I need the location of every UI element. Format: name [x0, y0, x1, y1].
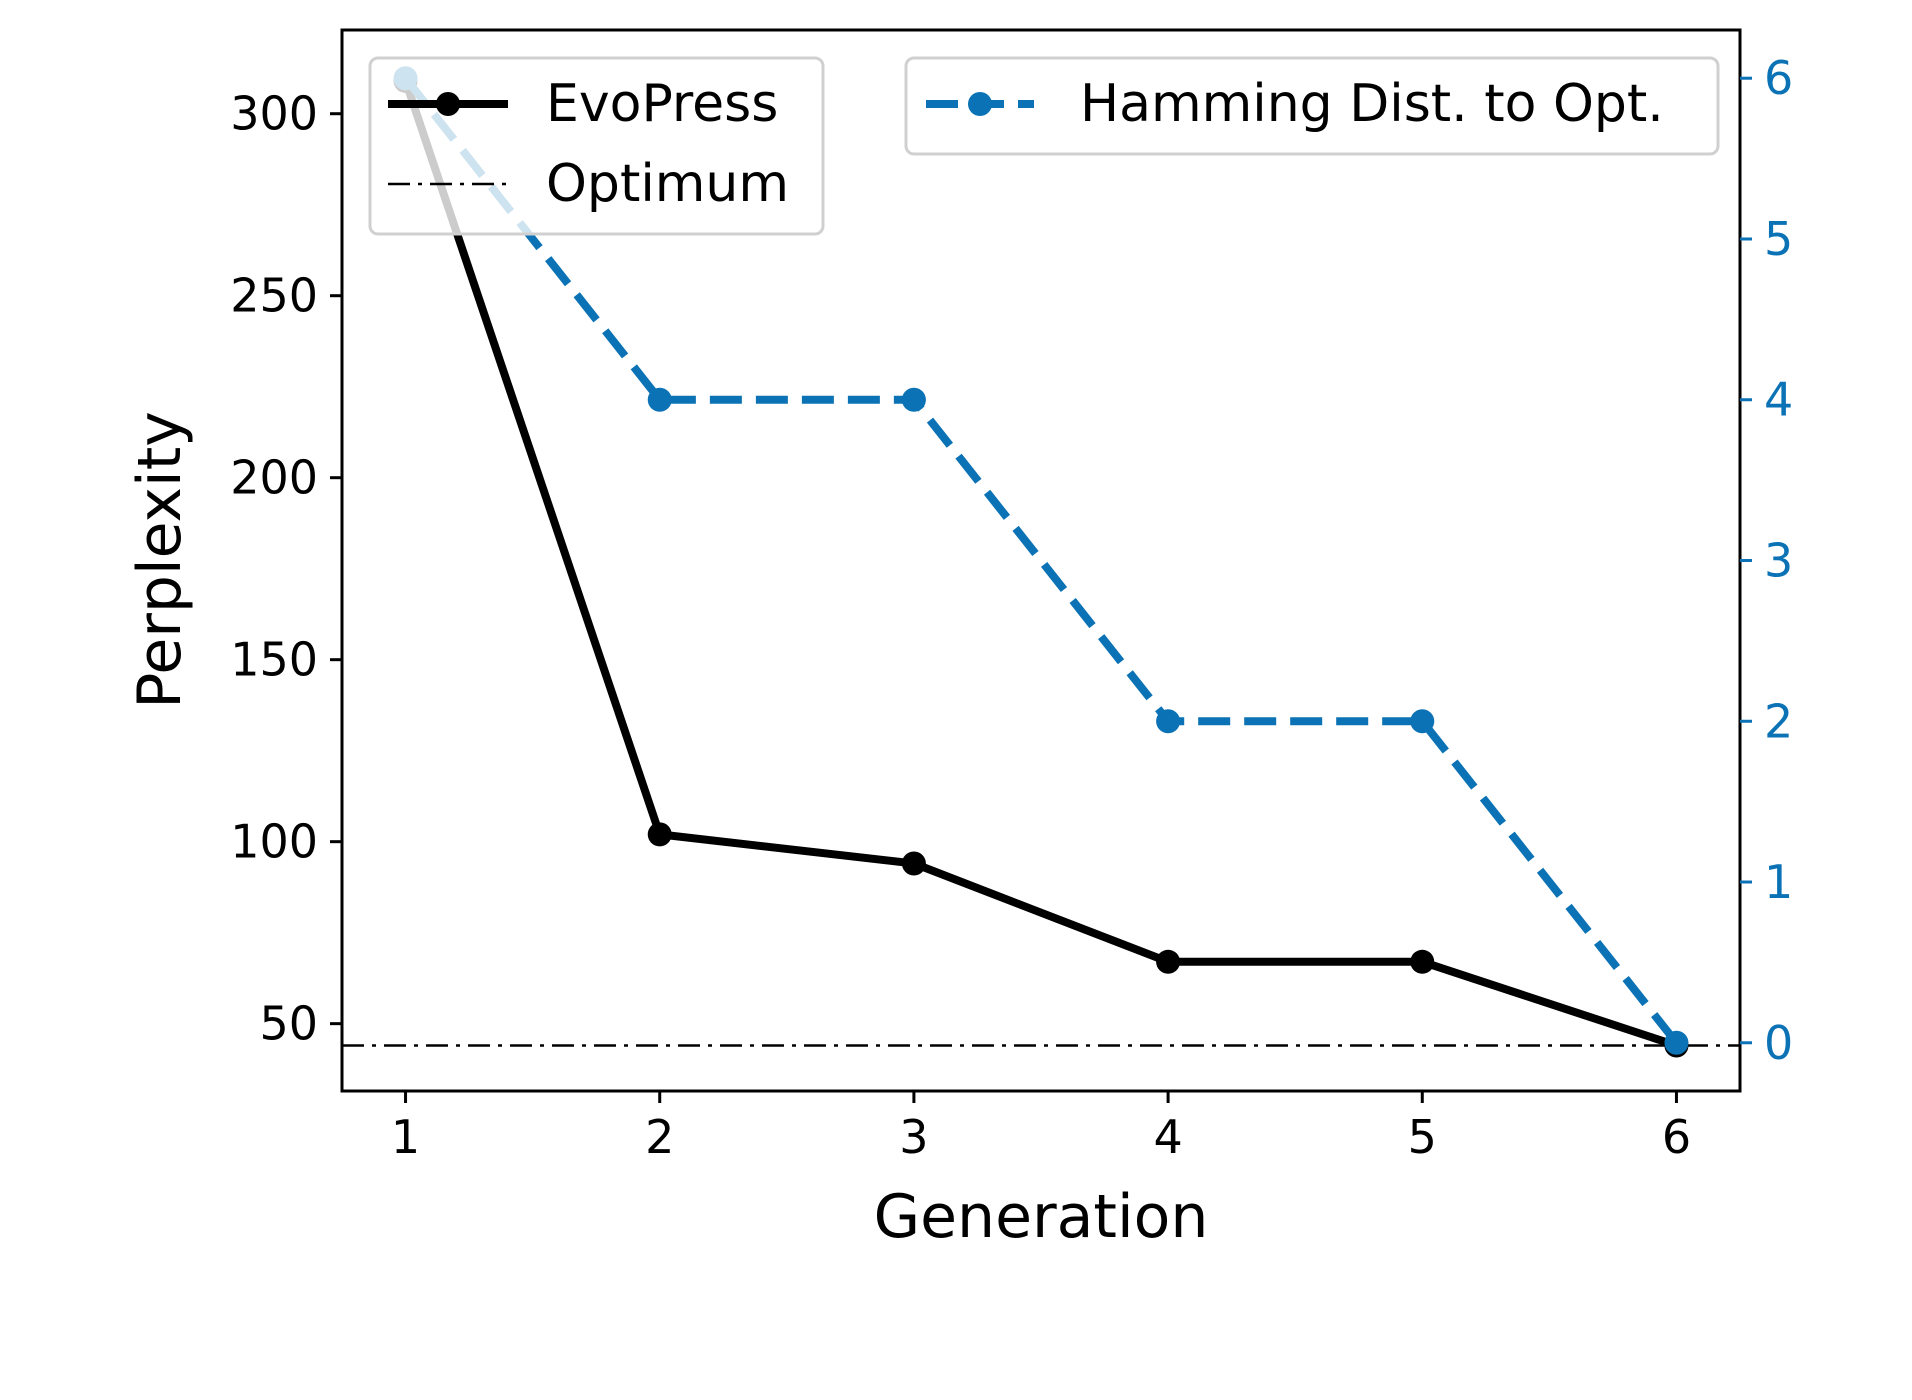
y2-tick-label-5: 5: [1764, 212, 1793, 266]
y-tick-label-250: 250: [230, 269, 318, 323]
y2-tick-label-2: 2: [1764, 694, 1793, 748]
evopress-point-3: [901, 851, 926, 876]
x-tick-label-2: 2: [645, 1110, 674, 1164]
y2-tick-label-6: 6: [1764, 51, 1793, 105]
y-axis-title: Perplexity: [125, 411, 195, 708]
legend-hamming-marker: [968, 92, 992, 116]
y2-tick-label-1: 1: [1764, 855, 1793, 909]
hamming-point-3: [901, 387, 926, 412]
hamming-point-6: [1664, 1030, 1689, 1055]
y-tick-label-200: 200: [230, 451, 318, 505]
hamming-point-2: [647, 387, 672, 412]
x-tick-label-5: 5: [1408, 1110, 1437, 1164]
legend-optimum-label: Optimum: [546, 154, 789, 214]
hamming-line: [402, 75, 1680, 1046]
evopress-point-2: [647, 822, 672, 847]
y-tick-label-150: 150: [230, 633, 318, 687]
evopress-point-4: [1156, 949, 1181, 974]
x-tick-label-4: 4: [1153, 1110, 1182, 1164]
legend-evopress-label: EvoPress: [546, 74, 778, 134]
evopress-line: [401, 79, 1678, 1050]
x-axis-title: Generation: [874, 1182, 1209, 1252]
evopress-point-5: [1410, 949, 1435, 974]
hamming-point-5: [1410, 709, 1435, 734]
legend-right-box: [904, 56, 1720, 156]
legend-right: Hamming Dist. to Opt.: [904, 56, 1720, 156]
axes-ticks: 1 2 3 4 5 6 50 100 150 200 250 300 0 1 2 3 4 5 6: [230, 51, 1793, 1164]
y2-tick-label-3: 3: [1764, 534, 1793, 588]
y-tick-label-100: 100: [230, 815, 318, 869]
y-tick-label-300: 300: [230, 87, 318, 141]
x-tick-label-3: 3: [899, 1110, 928, 1164]
legend-evopress-marker: [436, 92, 460, 116]
hamming-point-4: [1156, 709, 1181, 734]
y-tick-label-50: 50: [259, 997, 318, 1051]
x-tick-label-1: 1: [391, 1110, 420, 1164]
legend-hamming-label: Hamming Dist. to Opt.: [1080, 74, 1664, 134]
y2-tick-label-0: 0: [1764, 1016, 1793, 1070]
legend-left: EvoPress Optimum: [368, 56, 825, 236]
x-tick-label-6: 6: [1662, 1110, 1691, 1164]
y2-tick-label-4: 4: [1764, 373, 1793, 427]
